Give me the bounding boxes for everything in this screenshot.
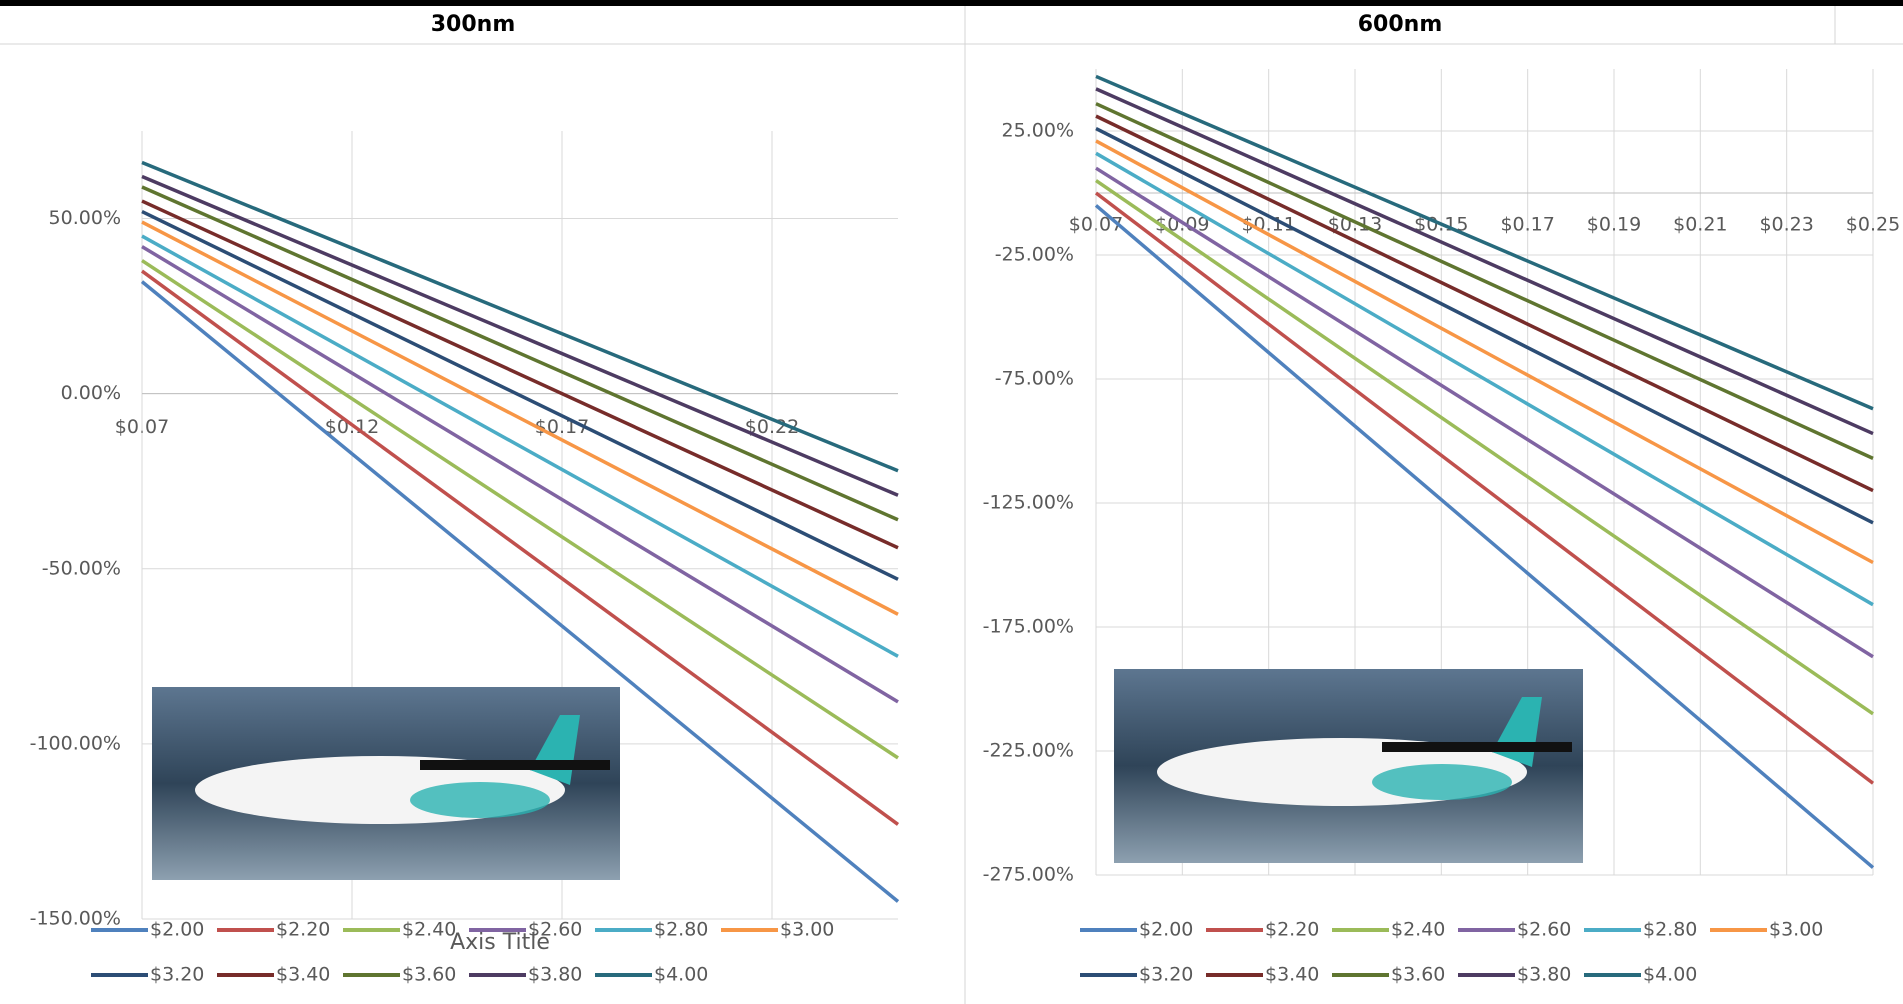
chart-300nm: -150.00%-100.00%-50.00%0.00%50.00%$0.07 $… <box>30 131 900 986</box>
series-line <box>1094 191 1875 785</box>
chart-title: 600nm <box>1358 12 1443 37</box>
series-line <box>141 259 899 760</box>
y-tick-label: -275.00% <box>983 864 1074 886</box>
y-tick-label: -175.00% <box>983 616 1074 638</box>
legend-label: $2.20 <box>276 919 330 941</box>
legend-label: $3.20 <box>1139 964 1193 986</box>
series-line <box>1095 126 1874 525</box>
y-tick-label: 0.00% <box>61 382 121 404</box>
series-line <box>1095 87 1874 436</box>
chart-title: 300nm <box>431 12 516 37</box>
series-line <box>141 245 899 704</box>
series-line <box>1094 204 1875 869</box>
series-line <box>141 185 899 522</box>
series-line <box>141 234 899 658</box>
y-tick-label: -125.00% <box>983 492 1074 514</box>
y-tick-label: -150.00% <box>30 908 121 930</box>
y-tick-label: -25.00% <box>995 244 1074 266</box>
x-tick-label: $0.12 <box>325 416 379 438</box>
legend-label: $2.80 <box>654 919 708 941</box>
series-line <box>141 209 899 581</box>
legend-label: $3.60 <box>402 964 456 986</box>
legend-label: $2.40 <box>1391 919 1445 941</box>
legend-label: $3.80 <box>1517 964 1571 986</box>
legend-label: $4.00 <box>1643 964 1697 986</box>
series-line <box>1095 151 1874 607</box>
x-tick-label: $0.21 <box>1673 214 1727 236</box>
y-tick-label: -50.00% <box>42 557 121 579</box>
legend-label: $2.00 <box>150 919 204 941</box>
plane-photo <box>152 687 620 880</box>
series-line <box>1095 114 1874 493</box>
legend-label: $3.00 <box>780 919 834 941</box>
x-tick-label: $0.23 <box>1759 214 1813 236</box>
legend-label: $2.60 <box>528 919 582 941</box>
x-tick-label: $0.25 <box>1846 214 1900 236</box>
series-line <box>1095 166 1874 659</box>
series-line <box>141 174 899 497</box>
x-tick-label: $0.19 <box>1587 214 1641 236</box>
legend-label: $2.60 <box>1517 919 1571 941</box>
legend-label: $3.00 <box>1769 919 1823 941</box>
y-tick-label: 50.00% <box>49 207 121 229</box>
y-tick-label: -225.00% <box>983 740 1074 762</box>
y-tick-label: -75.00% <box>995 368 1074 390</box>
legend-label: $3.40 <box>276 964 330 986</box>
series-line <box>141 160 899 473</box>
y-tick-label: 25.00% <box>1002 120 1074 142</box>
x-tick-label: $0.17 <box>535 416 589 438</box>
series-line <box>140 280 900 903</box>
legend-label: $2.00 <box>1139 919 1193 941</box>
legend-label: $3.60 <box>1391 964 1445 986</box>
top-bar <box>0 0 1903 6</box>
x-tick-label: $0.22 <box>745 416 799 438</box>
legend-label: $3.40 <box>1265 964 1319 986</box>
x-tick-label: $0.17 <box>1500 214 1554 236</box>
chart-600nm: -275.00% -225.00% -175.00% -125.00% -75.00% -… <box>983 69 1900 986</box>
legend-label: $2.20 <box>1265 919 1319 941</box>
series-line <box>1095 74 1874 411</box>
x-axis-title: Axis Title <box>450 930 550 955</box>
plane-photo <box>1114 669 1583 863</box>
x-tick-label: $0.11 <box>1241 214 1295 236</box>
legend-label: $4.00 <box>654 964 708 986</box>
legend-label: $3.20 <box>150 964 204 986</box>
y-tick-label: -100.00% <box>30 732 121 754</box>
header-row <box>0 6 1903 44</box>
series-line <box>1095 179 1874 716</box>
legend-label: $2.40 <box>402 919 456 941</box>
series-line <box>140 269 900 826</box>
series-line <box>1095 139 1874 565</box>
legend-label: $2.80 <box>1643 919 1697 941</box>
legend-label: $3.80 <box>528 964 582 986</box>
series-line <box>141 220 899 616</box>
series-line <box>141 199 899 550</box>
series-line <box>1095 102 1874 460</box>
